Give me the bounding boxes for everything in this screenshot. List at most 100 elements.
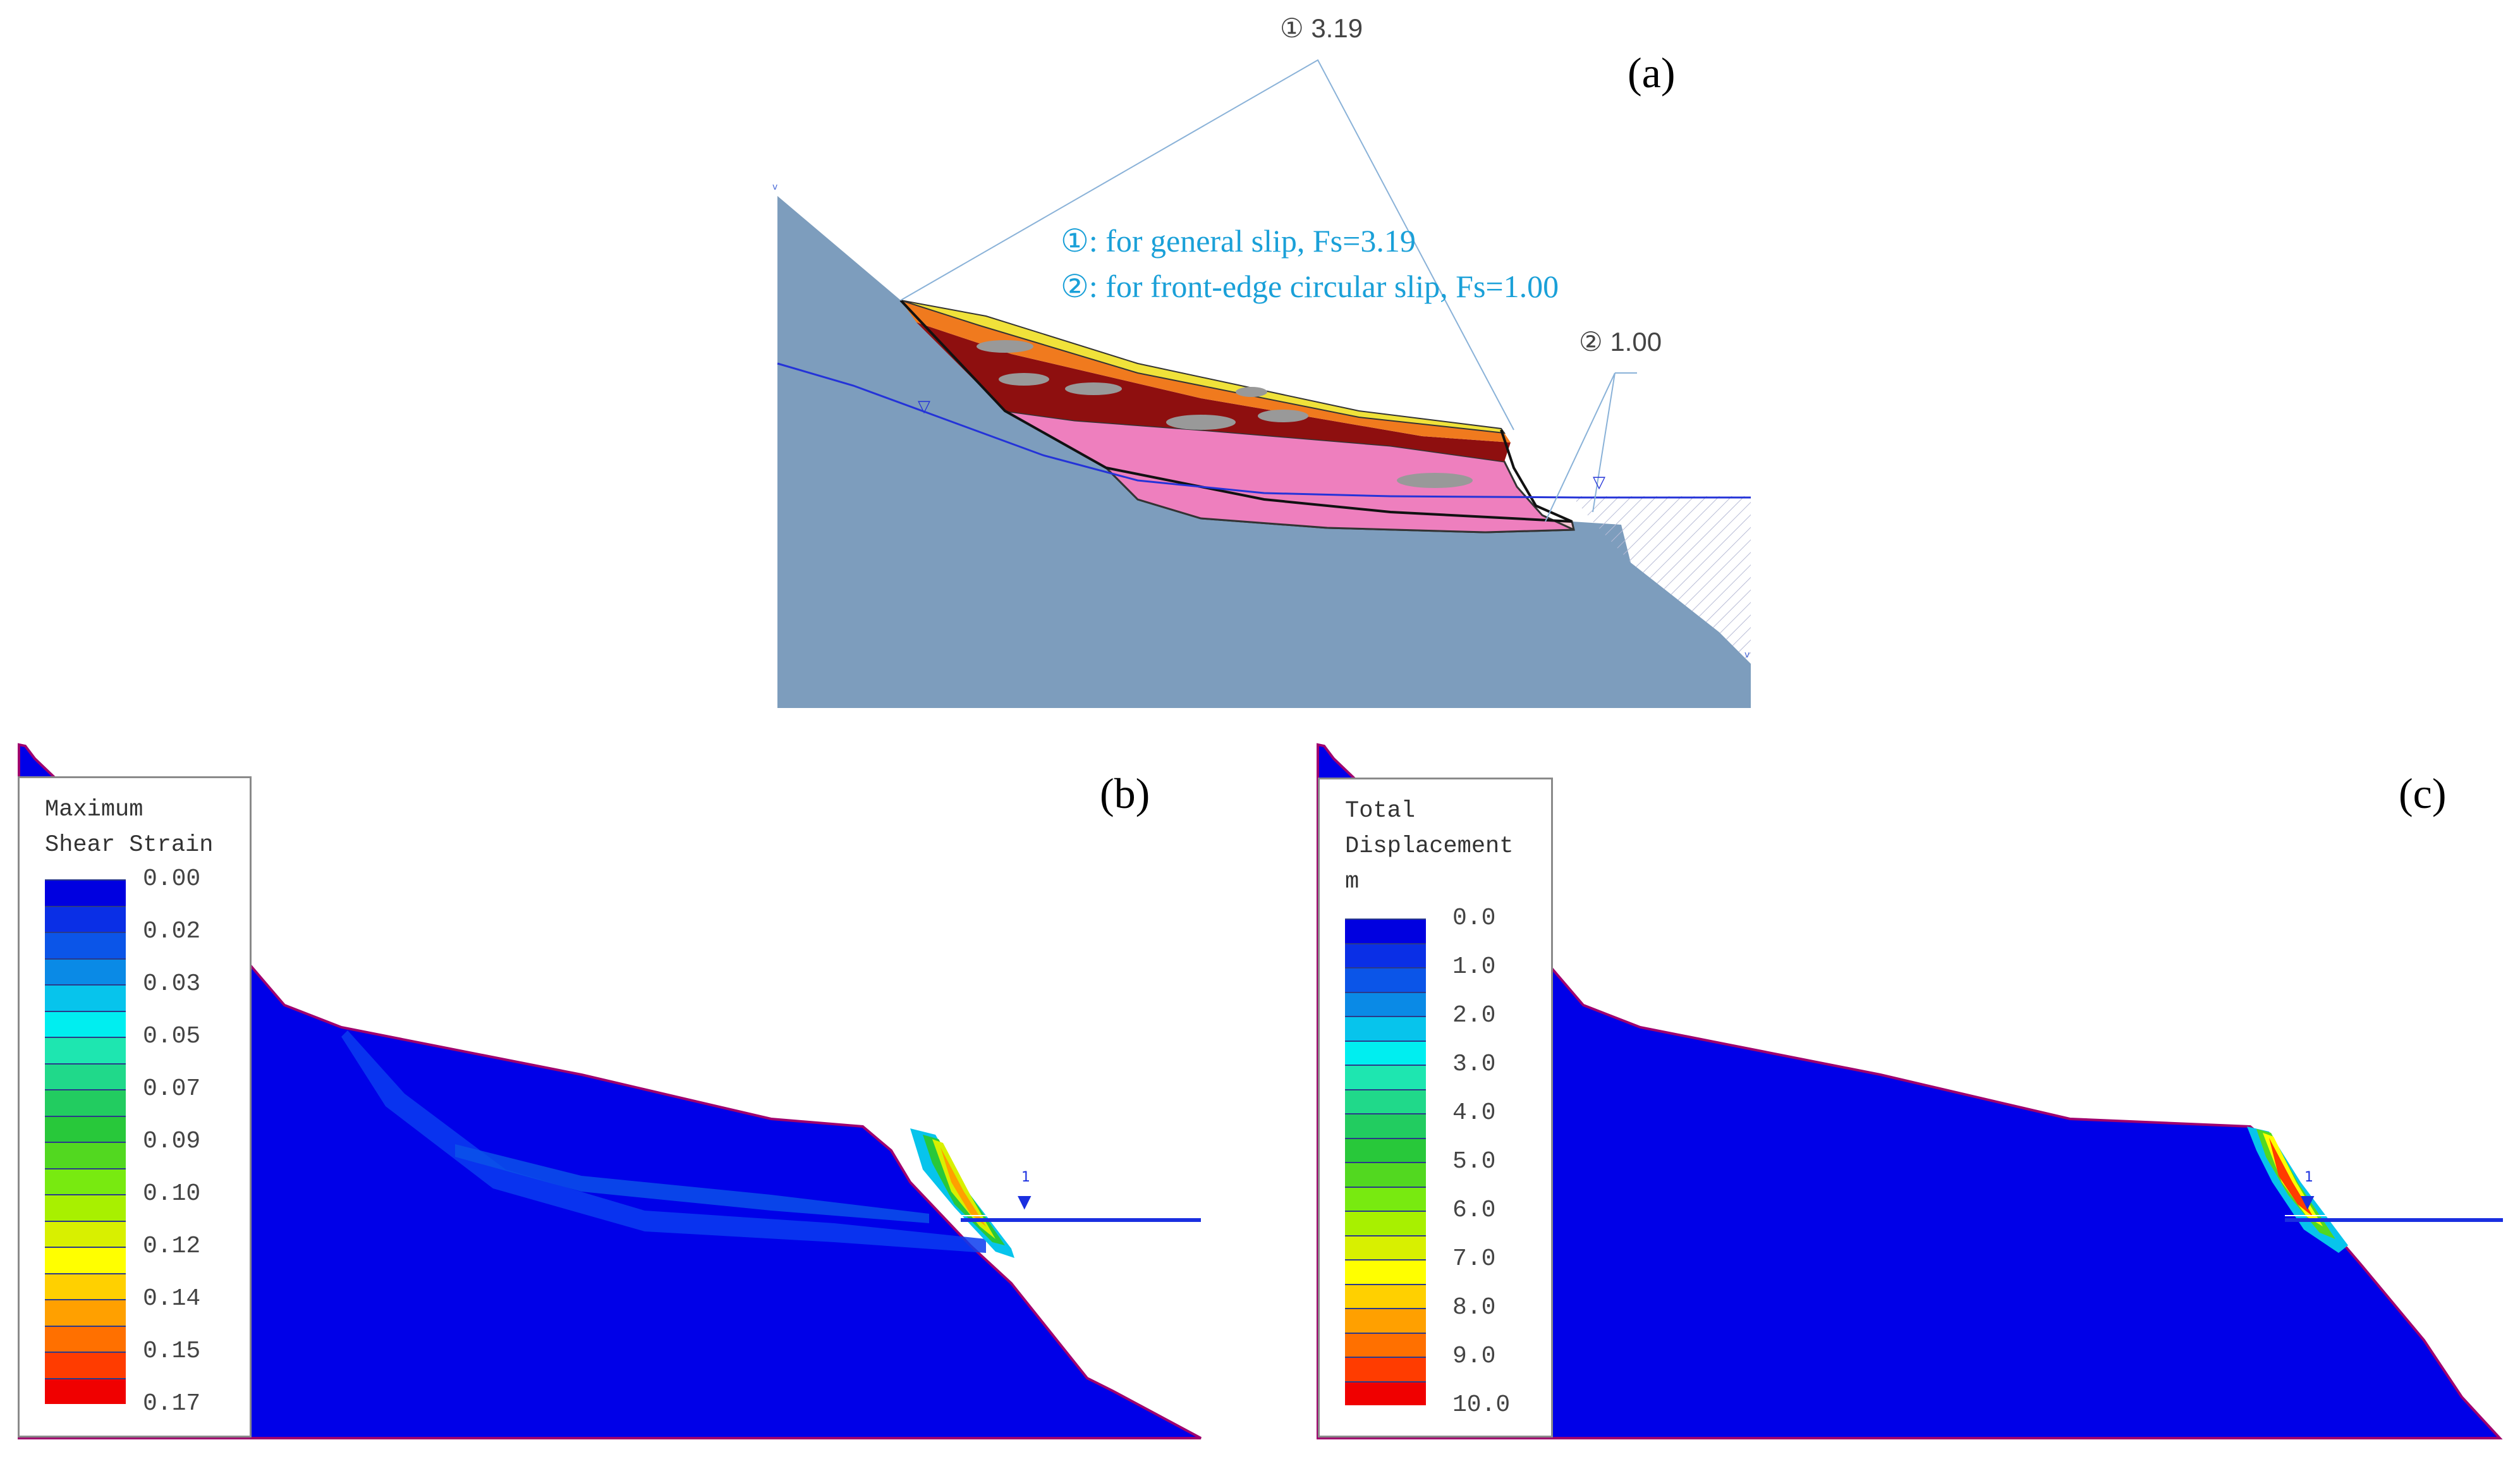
legend-value: 1.0 (1452, 953, 1496, 980)
layer-darkred (916, 322, 1511, 461)
panel-b-svg: ▼ (18, 743, 1202, 1439)
note-general-slip: ①: for general slip, Fs=3.19 (1061, 223, 1416, 259)
legend-swatch (45, 1247, 126, 1273)
legend-swatch (45, 1194, 126, 1221)
panel-a-slope-stability: v v (a) ① 3.19 ② 1.00 ①: for general sli… (0, 0, 2520, 721)
legend-title-line-3: m (1345, 869, 1360, 895)
legend-swatch (45, 1299, 126, 1326)
legend-value: 0.14 (143, 1285, 201, 1312)
panel-c-tag: (c) (2399, 769, 2447, 817)
legend-swatch (1345, 967, 1426, 992)
gray-lens (999, 373, 1049, 386)
gray-lens (1397, 473, 1473, 488)
water-level-marker: ▽ (1593, 473, 1605, 492)
legend-value: 6.0 (1452, 1197, 1496, 1224)
legend-value: 0.10 (143, 1180, 201, 1207)
legend-total-displacement: Total Displacement m 0.0 1.0 2.0 3.0 4.0 5.0 6… (1318, 778, 1553, 1438)
legend-value: 0.07 (143, 1075, 201, 1102)
slip-surface-general (899, 299, 1573, 523)
water-level-label: 1 (1021, 1169, 1030, 1185)
layer-pink (1004, 410, 1574, 534)
legend-swatch (1345, 1113, 1426, 1138)
legend-swatch (1345, 1040, 1426, 1065)
panel-a-tag: (a) (1628, 49, 1676, 97)
legend-swatch (45, 984, 126, 1011)
gray-lens (977, 340, 1033, 353)
legend-colorbar (45, 879, 126, 1404)
panel-c-total-displacement: ▼ 1 Total Displacement m 0.0 1.0 2.0 3.0 4.0… (1312, 740, 2512, 1448)
legend-value: 0.03 (143, 970, 201, 998)
legend-value: 0.15 (143, 1338, 201, 1365)
legend-swatch (45, 879, 126, 906)
svg-text:▼: ▼ (2301, 1191, 2315, 1212)
legend-swatch (1345, 1016, 1426, 1041)
legend-swatch (1345, 1259, 1426, 1284)
legend-swatch (1345, 991, 1426, 1016)
legend-swatch (45, 1273, 126, 1299)
legend-swatch (45, 1089, 126, 1116)
panel-c-svg: ▼ (1317, 743, 2503, 1439)
callout-slip-1: ① 3.19 (1280, 13, 1363, 43)
legend-swatch (45, 1325, 126, 1352)
water-table-line (777, 362, 1751, 499)
panel-b-tag: (b) (1100, 769, 1150, 817)
layer-orange (901, 300, 1511, 443)
legend-title-line-2: Shear Strain (45, 832, 214, 858)
water-level-marker: ▽ (918, 397, 930, 416)
legend-swatch (45, 1377, 126, 1404)
bedrock-region (777, 196, 1751, 708)
legend-value: 0.02 (143, 918, 201, 945)
legend-swatch (1345, 1162, 1426, 1187)
legend-value: 5.0 (1452, 1148, 1496, 1175)
legend-swatch (1345, 1089, 1426, 1113)
legend-max-shear-strain: Maximum Shear Strain 0.00 0.02 0.03 0.05 0.0… (18, 776, 252, 1438)
callout-lines-slip-1 (900, 59, 1514, 430)
legend-swatch (1345, 1065, 1426, 1089)
legend-swatch (45, 932, 126, 958)
svg-text:▼: ▼ (1018, 1191, 1032, 1212)
legend-swatch (45, 905, 126, 932)
legend-swatch (45, 1142, 126, 1168)
legend-swatch (45, 1115, 126, 1142)
note-front-edge-slip: ②: for front-edge circular slip, Fs=1.00 (1061, 269, 1559, 304)
legend-swatch (1345, 1308, 1426, 1333)
gray-lens (1065, 382, 1122, 395)
legend-swatch (1345, 1235, 1426, 1259)
legend-swatch (45, 1352, 126, 1378)
legend-value: 3.0 (1452, 1051, 1496, 1078)
legend-swatch (1345, 1186, 1426, 1211)
legend-value: 0.05 (143, 1023, 201, 1050)
legend-title-line-1: Maximum (45, 797, 143, 823)
panel-b-shear-strain: ▼ 1 Maximum Shear Strain 0.00 0.02 0.03 0.0… (13, 740, 1214, 1448)
panel-a-svg: v v (772, 59, 1751, 708)
legend-swatch (1345, 1381, 1426, 1405)
gray-lens (1166, 415, 1236, 430)
legend-swatch (1345, 943, 1426, 967)
legend-swatch (45, 1037, 126, 1063)
slip-surface-front (1500, 429, 1573, 523)
legend-value: 4.0 (1452, 1099, 1496, 1126)
callout-lines-slip-2 (1545, 372, 1637, 522)
legend-value: 10.0 (1452, 1391, 1511, 1419)
svg-text:v: v (1744, 650, 1750, 660)
gray-lens (1258, 410, 1308, 422)
legend-swatch (1345, 1137, 1426, 1162)
legend-swatch (45, 1220, 126, 1247)
legend-title-line-1: Total (1345, 798, 1416, 824)
legend-swatch (1345, 919, 1426, 943)
legend-colorbar (1345, 919, 1426, 1405)
legend-swatch (1345, 1211, 1426, 1235)
water-level-label: 1 (2304, 1169, 2313, 1185)
legend-value: 8.0 (1452, 1294, 1496, 1321)
legend-swatch (45, 1168, 126, 1194)
legend-value: 0.09 (143, 1128, 201, 1155)
legend-swatch (1345, 1332, 1426, 1357)
svg-text:v: v (772, 182, 777, 192)
callout-slip-2: ② 1.00 (1579, 327, 1662, 357)
legend-swatch (45, 1010, 126, 1037)
legend-value: 9.0 (1452, 1343, 1496, 1370)
legend-value: 0.0 (1452, 905, 1496, 932)
reservoir-water (1572, 496, 1751, 664)
legend-swatch (45, 958, 126, 984)
strain-band-shallow (455, 1144, 929, 1223)
